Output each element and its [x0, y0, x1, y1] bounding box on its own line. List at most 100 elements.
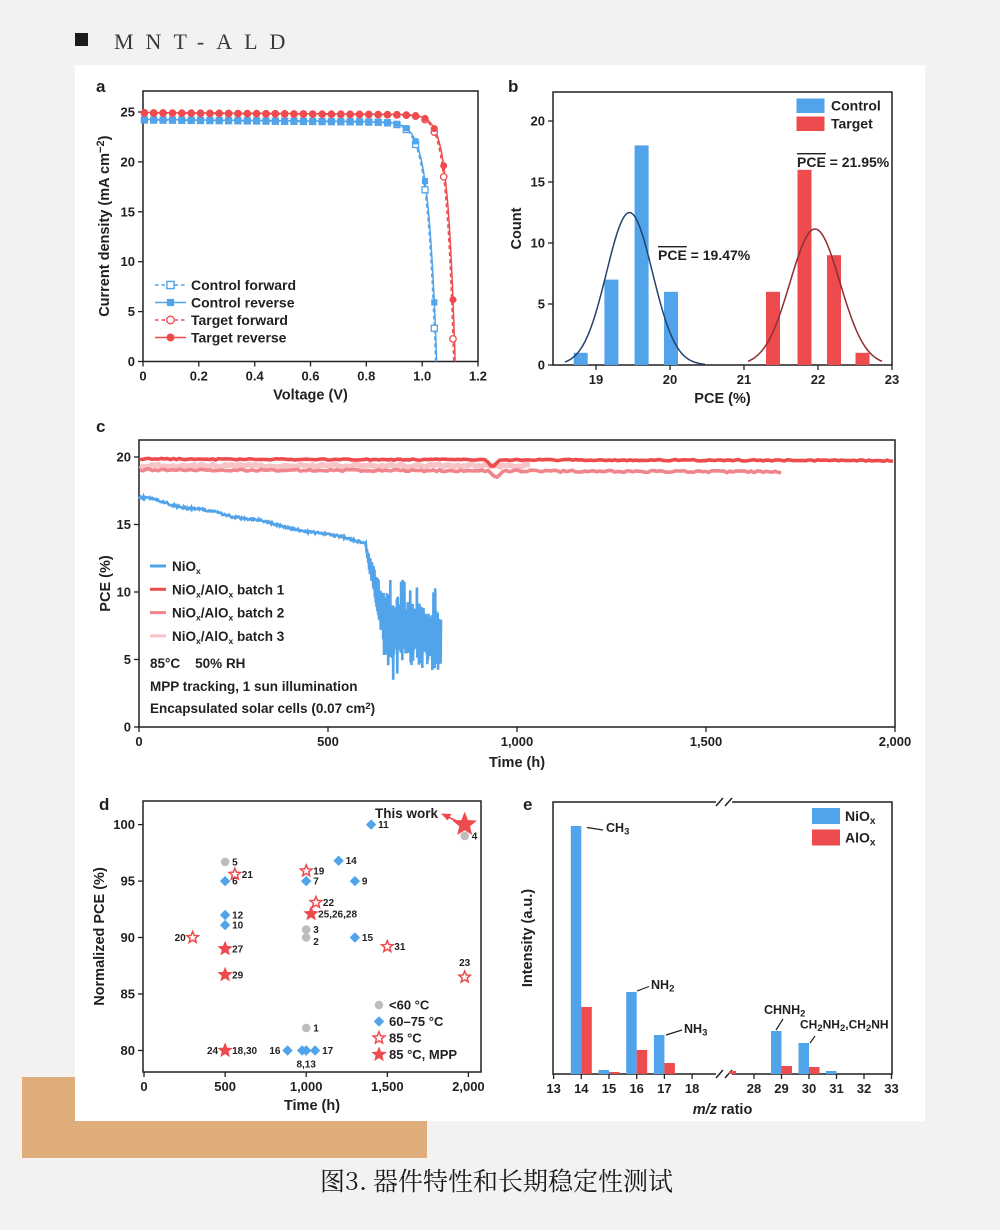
svg-text:32: 32: [857, 1081, 871, 1096]
svg-text:a: a: [96, 77, 106, 96]
svg-text:Time (h): Time (h): [489, 755, 545, 771]
svg-text:23: 23: [885, 372, 899, 387]
svg-text:2,000: 2,000: [879, 734, 912, 749]
svg-text:AlOx: AlOx: [845, 830, 876, 849]
svg-text:31: 31: [829, 1081, 843, 1096]
svg-text:80: 80: [121, 1043, 135, 1058]
svg-text:Control reverse: Control reverse: [191, 295, 295, 311]
svg-text:1.0: 1.0: [413, 369, 431, 384]
svg-text:CH3: CH3: [606, 821, 629, 838]
svg-text:PCE (%): PCE (%): [98, 555, 114, 612]
svg-text:m/z ratio: m/z ratio: [693, 1102, 753, 1118]
svg-text:30: 30: [802, 1081, 816, 1096]
svg-text:15: 15: [117, 517, 131, 532]
svg-text:0: 0: [128, 354, 135, 369]
svg-text:24: 24: [207, 1046, 219, 1057]
svg-text:CHNH2: CHNH2: [764, 1003, 805, 1020]
svg-text:500: 500: [317, 734, 339, 749]
svg-text:23: 23: [459, 958, 471, 969]
svg-text:1,000: 1,000: [501, 734, 534, 749]
svg-text:0.4: 0.4: [246, 369, 265, 384]
svg-text:10: 10: [232, 921, 244, 932]
svg-text:e: e: [523, 795, 532, 814]
svg-text:10: 10: [121, 254, 135, 269]
svg-text:2,000: 2,000: [452, 1079, 485, 1094]
svg-text:0.2: 0.2: [190, 369, 208, 384]
svg-text:Control forward: Control forward: [191, 277, 296, 293]
svg-text:PCE = 19.47%: PCE = 19.47%: [658, 247, 751, 263]
svg-text:5: 5: [128, 304, 135, 319]
svg-text:15: 15: [362, 933, 374, 944]
svg-text:15: 15: [602, 1081, 616, 1096]
svg-text:11: 11: [378, 820, 389, 831]
svg-text:25: 25: [121, 105, 135, 120]
svg-text:20: 20: [663, 372, 677, 387]
svg-text:21: 21: [737, 372, 751, 387]
svg-text:7: 7: [313, 877, 319, 888]
svg-text:Target reverse: Target reverse: [191, 330, 287, 346]
svg-text:0.6: 0.6: [301, 369, 319, 384]
svg-text:15: 15: [531, 175, 545, 190]
svg-text:6: 6: [232, 877, 238, 888]
svg-text:2: 2: [313, 937, 319, 948]
svg-text:20: 20: [175, 933, 187, 944]
svg-text:5: 5: [538, 297, 545, 312]
svg-text:Count: Count: [509, 207, 525, 249]
svg-text:15: 15: [121, 204, 135, 219]
svg-text:NiOx: NiOx: [845, 808, 876, 827]
svg-text:13: 13: [546, 1081, 560, 1096]
svg-text:29: 29: [232, 970, 244, 981]
svg-text:1: 1: [313, 1023, 319, 1034]
svg-text:85°C 50% RH: 85°C 50% RH: [150, 656, 245, 671]
svg-text:25,26,28: 25,26,28: [318, 909, 357, 920]
svg-text:12: 12: [232, 911, 244, 922]
svg-text:17: 17: [322, 1046, 334, 1057]
svg-text:1,000: 1,000: [290, 1079, 323, 1094]
svg-text:28: 28: [747, 1081, 761, 1096]
svg-text:95: 95: [121, 874, 135, 889]
svg-text:5: 5: [124, 652, 131, 667]
svg-text:20: 20: [531, 114, 545, 129]
svg-text:Control: Control: [831, 98, 881, 114]
svg-text:27: 27: [232, 944, 244, 955]
svg-text:<60 °C: <60 °C: [389, 998, 430, 1013]
svg-text:22: 22: [323, 898, 335, 909]
svg-text:0.8: 0.8: [357, 369, 375, 384]
svg-text:14: 14: [346, 856, 358, 867]
svg-text:NiOx/AlOx batch 1: NiOx/AlOx batch 1: [172, 582, 285, 599]
svg-text:10: 10: [117, 585, 131, 600]
svg-text:10: 10: [531, 236, 545, 251]
svg-text:18,30: 18,30: [232, 1046, 257, 1057]
svg-text:Intensity (a.u.): Intensity (a.u.): [520, 889, 536, 987]
svg-text:16: 16: [269, 1046, 281, 1057]
svg-text:0: 0: [538, 358, 545, 373]
svg-text:Voltage (V): Voltage (V): [273, 388, 348, 404]
svg-text:PCE = 21.95%: PCE = 21.95%: [797, 154, 890, 170]
svg-text:c: c: [96, 417, 105, 436]
svg-text:60–75 °C: 60–75 °C: [389, 1014, 444, 1029]
svg-text:90: 90: [121, 930, 135, 945]
svg-text:29: 29: [774, 1081, 788, 1096]
svg-text:NH3: NH3: [684, 1022, 707, 1039]
svg-text:14: 14: [574, 1081, 589, 1096]
svg-text:85: 85: [121, 987, 135, 1002]
svg-text:Time (h): Time (h): [284, 1098, 340, 1114]
svg-text:500: 500: [214, 1079, 236, 1094]
svg-text:1,500: 1,500: [690, 734, 723, 749]
svg-text:0: 0: [124, 720, 131, 735]
svg-text:3: 3: [313, 925, 319, 936]
svg-text:100: 100: [113, 817, 135, 832]
svg-text:Current density (mA cm−2): Current density (mA cm−2): [95, 135, 113, 316]
svg-text:17: 17: [657, 1081, 671, 1096]
svg-text:0: 0: [139, 369, 146, 384]
svg-text:NiOx/AlOx batch 3: NiOx/AlOx batch 3: [172, 629, 285, 646]
svg-text:21: 21: [242, 870, 254, 881]
svg-text:b: b: [508, 77, 518, 96]
svg-text:PCE (%): PCE (%): [694, 391, 751, 407]
svg-text:d: d: [99, 795, 109, 814]
svg-text:22: 22: [811, 372, 825, 387]
svg-text:19: 19: [313, 866, 325, 877]
svg-text:20: 20: [117, 450, 131, 465]
svg-text:18: 18: [685, 1081, 699, 1096]
svg-text:0: 0: [135, 734, 142, 749]
